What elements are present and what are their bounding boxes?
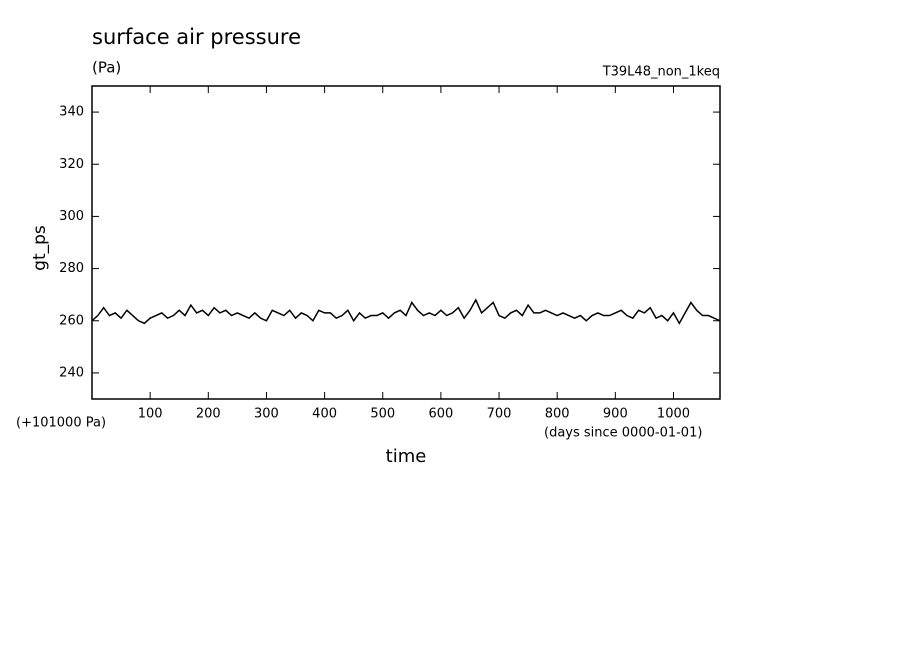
chart-subtitle: (Pa) bbox=[92, 59, 121, 77]
x-tick-label: 500 bbox=[370, 407, 395, 422]
y-tick-label: 240 bbox=[59, 365, 84, 380]
chart-title: surface air pressure bbox=[92, 25, 301, 49]
y-tick-label: 340 bbox=[59, 105, 84, 120]
x-tick-label: 400 bbox=[312, 407, 337, 422]
x-unit-label: (days since 0000-01-01) bbox=[544, 426, 702, 441]
x-tick-label: 1000 bbox=[657, 407, 690, 422]
annotation: T39L48_non_1keq bbox=[602, 65, 720, 80]
x-tick-label: 200 bbox=[196, 407, 221, 422]
y-axis-label: gt_ps bbox=[30, 225, 50, 271]
x-tick-label: 900 bbox=[603, 407, 628, 422]
data-line bbox=[91, 298, 721, 325]
x-axis-label: time bbox=[386, 446, 427, 467]
y-tick-label: 300 bbox=[59, 209, 84, 224]
y-offset-label: (+101000 Pa) bbox=[16, 416, 106, 431]
x-tick-label: 100 bbox=[138, 407, 163, 422]
y-tick-label: 260 bbox=[59, 313, 84, 328]
x-tick-label: 700 bbox=[487, 407, 512, 422]
x-tick-label: 800 bbox=[545, 407, 570, 422]
x-tick-label: 600 bbox=[428, 407, 453, 422]
y-tick-label: 280 bbox=[59, 261, 84, 276]
x-tick-label: 300 bbox=[254, 407, 279, 422]
plot-frame bbox=[91, 85, 721, 400]
y-tick-label: 320 bbox=[59, 157, 84, 172]
